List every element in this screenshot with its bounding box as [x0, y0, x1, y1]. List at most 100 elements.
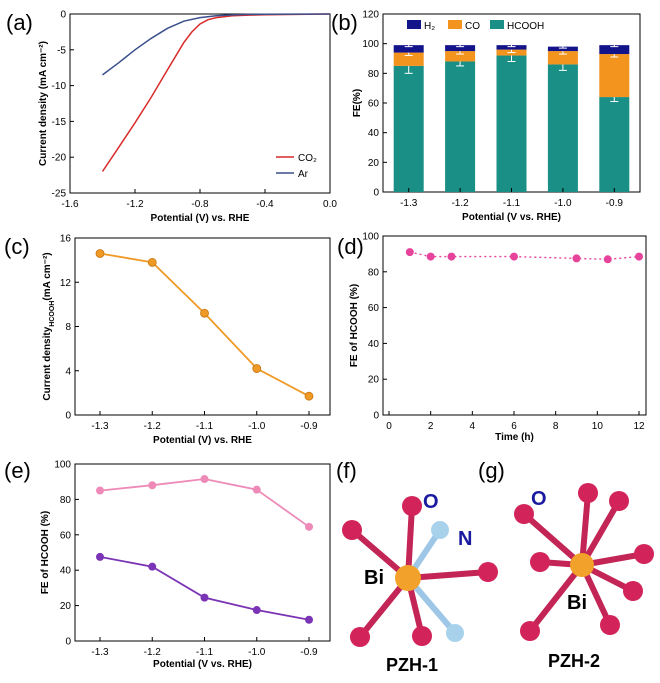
legend-label: HCOOH [507, 21, 544, 32]
data-point [426, 252, 435, 261]
x-tick-label: -1.3 [400, 198, 418, 209]
data-point [95, 249, 105, 258]
y-tick-label: 40 [60, 566, 72, 577]
y-tick-label: -10 [52, 81, 67, 92]
y-axis-label: Current densityHCOOH(mA cm⁻²) [42, 252, 56, 400]
y-tick-label: 0 [65, 637, 71, 648]
data-point [603, 255, 612, 264]
nitrogen-atom [446, 624, 464, 642]
oxygen-atom [350, 627, 370, 647]
y-tick-label: 40 [368, 128, 380, 139]
x-tick-label: -1.2 [144, 421, 162, 432]
x-tick-label: -1.1 [503, 198, 521, 209]
data-point [96, 486, 104, 495]
y-axis-label: Current density (mA cm⁻²) [38, 41, 49, 166]
y-tick-label: 0 [65, 411, 71, 422]
y-tick-label: -5 [57, 45, 66, 56]
legend-swatch [407, 20, 421, 29]
panel-label-b: (b) [331, 10, 358, 35]
x-tick-label: -0.8 [191, 199, 209, 210]
oxygen-atom [402, 496, 422, 516]
data-point [572, 254, 581, 263]
x-tick-label: -1.0 [248, 647, 266, 658]
x-tick-label: -0.9 [606, 198, 624, 209]
x-axis-label: Time (h) [495, 432, 534, 443]
x-tick-label: -1.1 [196, 647, 214, 658]
y-tick-label: 60 [368, 99, 380, 110]
x-axis-label: Potential (V) vs. RHE [153, 435, 252, 446]
y-tick-label: -25 [52, 189, 67, 200]
y-axis-label: FE of HCOOH (%) [40, 511, 51, 594]
panel-label-e: (e) [4, 458, 31, 483]
series-line-lower [99, 556, 310, 621]
bar-hcooh [393, 65, 424, 192]
y-tick-label: 0 [373, 188, 379, 199]
legend-label: CO₂ [298, 153, 317, 164]
y-axis-label: FE(%) [352, 89, 363, 117]
x-tick-label: -1.0 [248, 421, 266, 432]
x-tick-label: 4 [470, 421, 476, 432]
x-tick-label: 6 [511, 421, 517, 432]
y-tick-label: 120 [362, 10, 379, 21]
legend-label: Ar [298, 169, 309, 180]
chart-b: 0 20 40 60 80 100 120 -1.3 -1.2 -1.1 -1.0 -0.9 H₂ CO H… [352, 10, 641, 223]
data-point [510, 252, 518, 261]
oxygen-atom [520, 621, 540, 641]
chart-a: -25 -20 -15 -10 -5 0 -1.6 -1.2 -0.8 -0.4 0.0 CO₂ Ar P… [38, 10, 337, 225]
chart-e: 0 20 40 60 80 100 -1.3 -1.2 -1.1 -1.0 -0.9 Potentia… [40, 460, 331, 670]
series-line [99, 252, 310, 397]
data-point [635, 252, 643, 261]
atom-label-bi: Bi [364, 567, 384, 589]
legend-swatch [490, 20, 504, 29]
data-point [252, 485, 261, 494]
y-tick-label: 40 [368, 339, 380, 350]
y-tick-label: 20 [368, 375, 380, 386]
y-tick-label: 8 [65, 322, 71, 333]
y-axis-label-unit: (mA cm⁻²) [42, 252, 53, 300]
legend-swatch [448, 20, 462, 29]
data-point [147, 257, 157, 267]
y-tick-label: 80 [368, 267, 380, 278]
y-axis-label-subscript: HCOOH [49, 301, 56, 327]
bar-co [599, 54, 630, 98]
x-tick-label: -1.1 [196, 421, 214, 432]
atom-label-o: O [531, 488, 547, 510]
panel-label-c: (c) [4, 234, 30, 259]
x-tick-label: -0.9 [300, 647, 318, 658]
y-tick-label: 16 [60, 234, 72, 245]
y-tick-label: 12 [60, 278, 72, 289]
bar-h2 [496, 45, 527, 50]
y-tick-label: 60 [368, 303, 380, 314]
data-point [200, 593, 209, 602]
data-point [304, 391, 314, 401]
plot-frame [74, 237, 331, 416]
bar-co [393, 52, 424, 66]
x-tick-label: -1.2 [144, 647, 162, 658]
bar-hcooh [445, 61, 476, 192]
bar-co [445, 51, 476, 62]
bar-hcooh [599, 97, 630, 192]
data-point [305, 522, 313, 531]
y-tick-label: 80 [368, 69, 380, 80]
chart-c: 0 4 8 12 16 -1.3 -1.2 -1.1 -1.0 -0.9 Potential (V)… [42, 234, 331, 446]
data-point [252, 606, 261, 615]
oxygen-atom [478, 562, 498, 582]
panel-label-a: (a) [6, 10, 33, 35]
bar-h2 [547, 46, 578, 52]
oxygen-atom [634, 544, 654, 564]
series-line-co2 [101, 13, 331, 172]
y-tick-label: -20 [52, 153, 67, 164]
atom-label-o: O [423, 491, 439, 513]
bar-hcooh [547, 64, 578, 192]
y-tick-label: -15 [52, 117, 67, 128]
plot-frame [74, 463, 331, 642]
oxygen-atom [623, 581, 643, 601]
oxygen-atom [530, 552, 550, 572]
bar-h2 [445, 45, 476, 52]
series-line-ar [102, 13, 331, 76]
bismuth-atom [570, 553, 594, 577]
y-tick-label: 80 [60, 495, 72, 506]
data-point [405, 248, 414, 257]
x-tick-label: -1.6 [61, 199, 79, 210]
